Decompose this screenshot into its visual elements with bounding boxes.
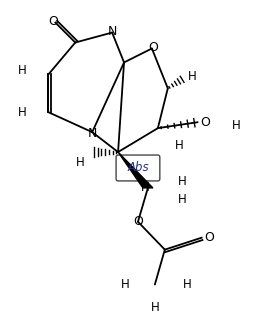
Text: N: N (107, 25, 117, 38)
Text: O: O (48, 15, 58, 28)
Text: H: H (18, 106, 27, 119)
Text: O: O (201, 116, 210, 129)
Text: O: O (133, 215, 143, 228)
Text: H: H (141, 181, 150, 195)
Text: Abs: Abs (127, 161, 149, 174)
Text: H: H (188, 70, 196, 83)
Text: H: H (121, 278, 130, 291)
Text: H: H (231, 119, 240, 132)
Text: O: O (205, 231, 215, 244)
Text: H: H (18, 64, 27, 77)
FancyBboxPatch shape (116, 155, 160, 181)
Text: H: H (175, 139, 184, 152)
Text: N: N (88, 127, 97, 140)
Polygon shape (118, 152, 153, 188)
Text: O: O (148, 41, 158, 54)
Text: H: H (150, 301, 159, 314)
Text: H: H (75, 155, 84, 169)
Text: H: H (178, 193, 186, 206)
Text: H: H (183, 278, 191, 291)
Text: H: H (178, 175, 186, 188)
